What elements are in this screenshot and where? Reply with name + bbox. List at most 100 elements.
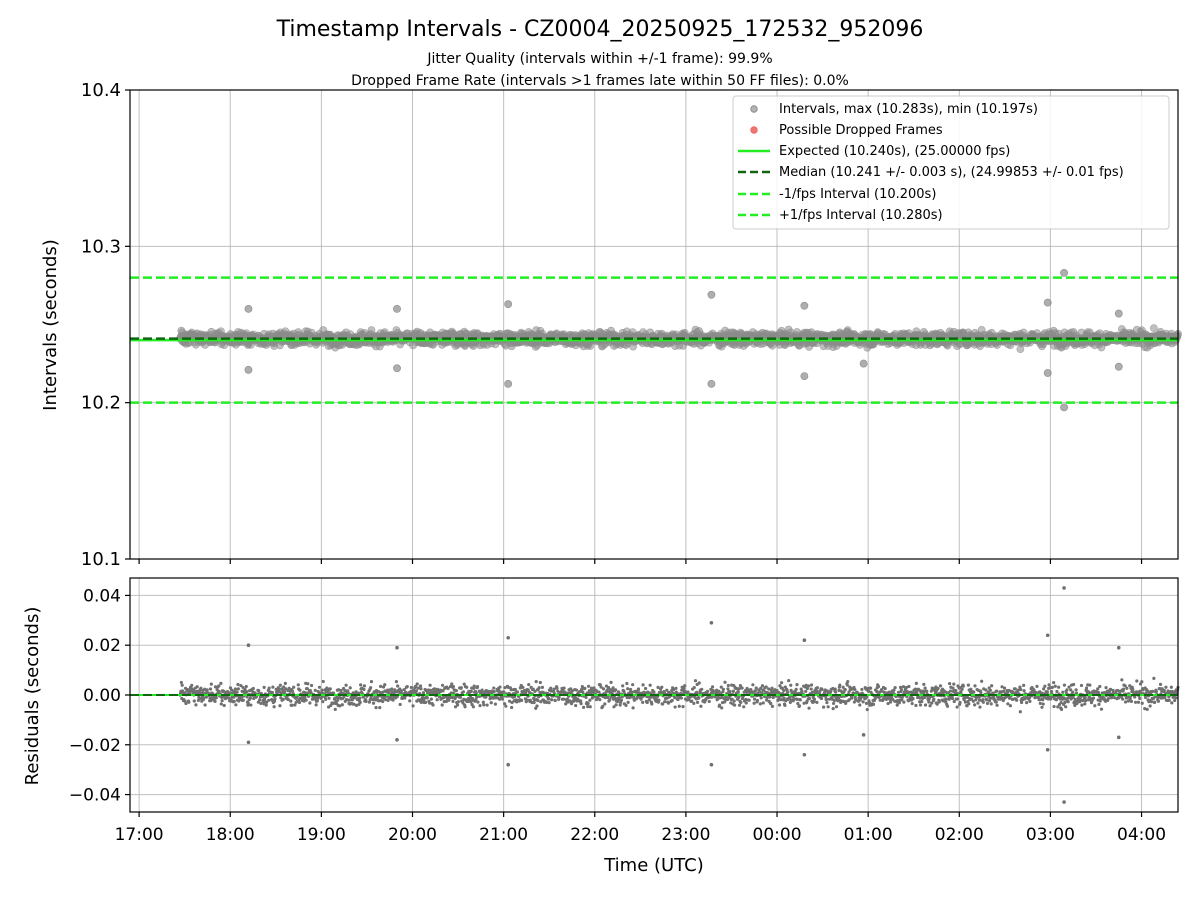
x-tick-label: 22:00 [570,825,619,845]
residual-point [660,685,664,689]
residual-point [699,704,703,708]
residual-point [1040,705,1044,709]
residual-point [800,689,804,693]
residual-point [313,688,317,693]
residual-point [581,690,585,694]
residual-point [217,684,221,688]
residual-point [871,702,876,706]
residual-point [826,705,830,709]
residual-point [233,687,238,691]
residual-point [1133,700,1138,704]
residual-point [985,701,990,706]
residual-point [755,698,760,703]
residual-point [846,679,850,684]
residual-point [609,680,613,685]
residual-point [362,687,366,692]
residual-point [1158,682,1163,686]
residual-point [700,687,704,691]
residual-point [764,685,768,689]
residual-point [936,686,940,691]
residual-point [435,698,439,702]
residual-point [1050,685,1054,689]
residual-point [282,690,287,694]
residual-point [359,683,363,687]
residual-point [726,683,730,688]
residual-point [937,700,941,704]
residual-point [1152,676,1156,680]
x-tick-label: 01:00 [844,825,893,845]
residual-point [631,683,635,687]
residual-point [582,705,586,709]
residual-point [759,696,763,700]
residual-point [673,705,677,709]
residual-point [987,699,992,703]
residual-point [1106,697,1110,701]
residual-point [626,700,630,704]
residual-point [1145,707,1149,711]
residual-point [369,686,373,690]
residual-point [1162,688,1166,693]
residual-point [409,685,413,690]
x-tick-label: 19:00 [297,825,346,845]
residual-point [358,700,362,705]
residual-point [815,700,819,704]
residual-point [1149,700,1153,704]
residual-point [1064,705,1068,709]
residual-point [932,697,936,701]
residual-point [753,689,757,693]
residual-point [1043,684,1047,688]
residual-point [955,697,960,701]
residual-point [537,686,541,690]
residual-point [864,701,869,705]
residual-outlier-point [506,762,510,767]
residual-point [315,699,319,703]
residual-point [1083,695,1087,700]
residual-point [737,703,742,707]
residual-point [358,696,362,700]
residual-outlier-point [709,621,714,625]
residual-point [205,688,209,692]
residual-point [259,701,263,706]
residual-point [416,686,420,690]
residual-point [308,701,312,705]
residual-point [1002,689,1006,693]
residual-point [825,701,829,705]
residual-point [415,682,419,686]
residual-outlier-point [861,733,866,737]
interval-outlier-point [393,304,401,313]
residual-point [1020,700,1024,705]
residual-point [1125,686,1129,690]
residual-point [219,681,223,686]
residual-outlier-point [1116,645,1121,650]
residual-point [1052,681,1056,685]
residual-point [489,701,493,705]
interval-outlier-point [1043,298,1052,307]
residual-point [966,683,970,687]
residual-point [629,687,633,692]
residual-point [723,680,727,684]
residual-point [1093,704,1097,708]
residual-point [425,696,429,700]
residual-point [440,683,445,687]
residual-point [390,687,394,691]
residual-point [309,683,314,688]
residual-point [674,686,678,690]
residual-point [832,698,837,703]
residual-point [902,700,906,704]
residuals-y-tick-label: −0.04 [69,786,121,806]
residual-point [348,686,352,690]
residual-point [414,689,418,693]
residual-point [1136,700,1141,704]
residual-point [1083,702,1087,706]
residual-point [918,703,923,707]
x-tick-label: 02:00 [935,825,984,845]
residual-point [192,699,196,703]
residual-point [324,697,328,701]
residual-point [899,688,903,692]
residual-point [327,696,331,700]
residual-point [289,699,293,703]
legend-median-label: Median (10.241 +/- 0.003 s), (24.99853 +… [779,165,1124,180]
residual-point [758,702,762,706]
residual-outlier-point [506,635,510,640]
